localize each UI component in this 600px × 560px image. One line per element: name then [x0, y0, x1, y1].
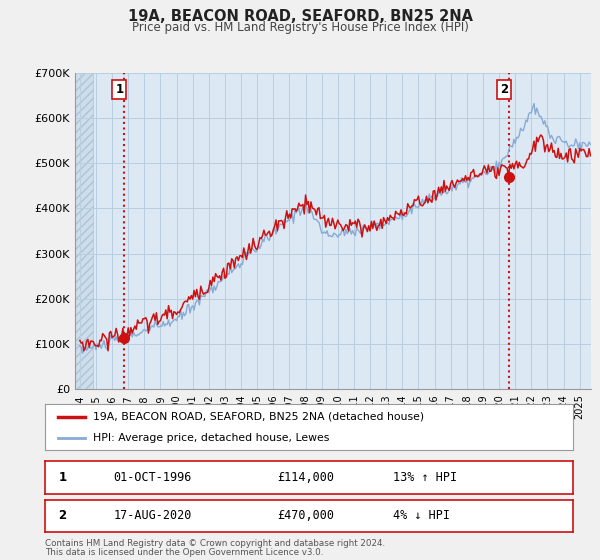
- Text: 1: 1: [58, 471, 67, 484]
- Text: £470,000: £470,000: [277, 509, 334, 522]
- Text: 13% ↑ HPI: 13% ↑ HPI: [394, 471, 458, 484]
- Text: Contains HM Land Registry data © Crown copyright and database right 2024.: Contains HM Land Registry data © Crown c…: [45, 539, 385, 548]
- Text: Price paid vs. HM Land Registry's House Price Index (HPI): Price paid vs. HM Land Registry's House …: [131, 21, 469, 34]
- Text: HPI: Average price, detached house, Lewes: HPI: Average price, detached house, Lewe…: [92, 433, 329, 443]
- Text: £114,000: £114,000: [277, 471, 334, 484]
- Text: 19A, BEACON ROAD, SEAFORD, BN25 2NA: 19A, BEACON ROAD, SEAFORD, BN25 2NA: [128, 9, 473, 24]
- Text: 17-AUG-2020: 17-AUG-2020: [113, 509, 192, 522]
- Text: 4% ↓ HPI: 4% ↓ HPI: [394, 509, 451, 522]
- Bar: [75, 73, 93, 389]
- Text: 01-OCT-1996: 01-OCT-1996: [113, 471, 192, 484]
- Text: This data is licensed under the Open Government Licence v3.0.: This data is licensed under the Open Gov…: [45, 548, 323, 557]
- Text: 19A, BEACON ROAD, SEAFORD, BN25 2NA (detached house): 19A, BEACON ROAD, SEAFORD, BN25 2NA (det…: [92, 412, 424, 422]
- Text: 2: 2: [500, 83, 508, 96]
- Text: 2: 2: [58, 509, 67, 522]
- Text: 1: 1: [115, 83, 124, 96]
